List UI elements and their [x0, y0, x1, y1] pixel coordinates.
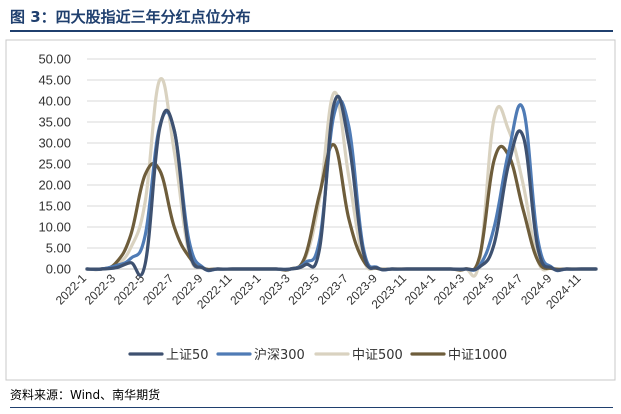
x-tick-label: 2024-5	[460, 271, 497, 308]
legend-label-2: 中证500	[352, 348, 403, 363]
y-axis-labels: 0.00 5.00 10.00 15.00 20.00 25.00 30.00 35.00 40…	[38, 52, 71, 277]
chart-frame	[5, 39, 616, 381]
x-tick-label: 2022-7	[140, 271, 177, 308]
y-tick-label: 20.00	[38, 178, 71, 193]
y-tick-label: 0.00	[46, 262, 71, 277]
y-tick-label: 5.00	[46, 241, 71, 256]
x-tick-label: 2024-1	[402, 271, 439, 308]
y-tick-label: 10.00	[38, 220, 71, 235]
y-tick-label: 30.00	[38, 136, 71, 151]
x-tick-label: 2022-3	[82, 271, 119, 308]
bottom-divider	[10, 407, 613, 408]
y-tick-label: 15.00	[38, 199, 71, 214]
figure-title: 图 3：四大股指近三年分红点位分布	[10, 8, 251, 26]
x-tick-label: 2023-7	[315, 271, 352, 308]
legend-label-0: 上证50	[166, 348, 209, 363]
series-layer	[85, 77, 598, 278]
y-tick-label: 40.00	[38, 94, 71, 109]
x-tick-label: 2022-5	[111, 271, 148, 308]
legend-label-3: 中证1000	[448, 348, 507, 363]
x-tick-label: 2024-7	[489, 271, 526, 308]
y-tick-label: 25.00	[38, 157, 71, 172]
x-tick-label: 2023-1	[227, 271, 264, 308]
title-divider	[10, 30, 613, 32]
x-axis-labels: 2022-12022-32022-52022-72022-92022-11202…	[53, 271, 584, 312]
x-tick-label: 2023-5	[285, 271, 322, 308]
y-tick-label: 35.00	[38, 115, 71, 130]
source-note: 资料来源：Wind、南华期货	[10, 388, 161, 402]
legend: 上证50 沪深300 中证500 中证1000	[128, 347, 507, 363]
legend-label-1: 沪深300	[254, 347, 305, 363]
series-line-0	[85, 94, 598, 277]
x-tick-label: 2023-3	[256, 271, 293, 308]
y-tick-label: 50.00	[38, 52, 71, 67]
x-tick-label: 2024-3	[431, 271, 468, 308]
y-tick-label: 45.00	[38, 73, 71, 88]
